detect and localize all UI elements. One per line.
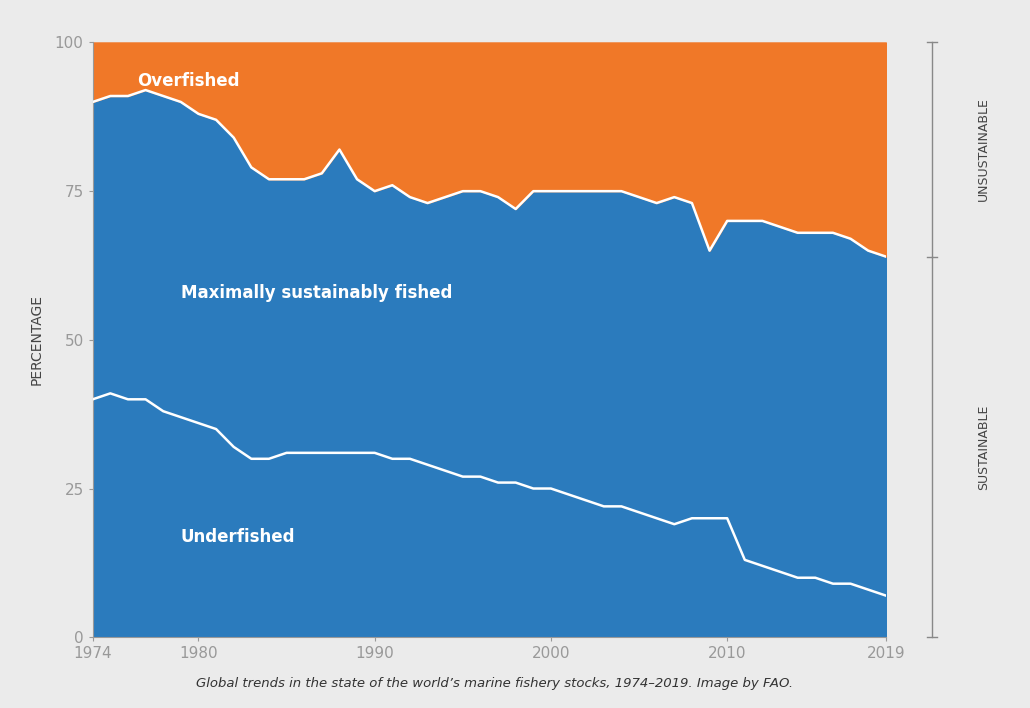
Text: UNSUSTAINABLE: UNSUSTAINABLE <box>977 98 990 202</box>
Text: SUSTAINABLE: SUSTAINABLE <box>977 404 990 489</box>
Text: Underfished: Underfished <box>181 528 296 546</box>
Text: Overfished: Overfished <box>137 72 239 90</box>
Y-axis label: PERCENTAGE: PERCENTAGE <box>30 295 43 385</box>
Text: Global trends in the state of the world’s marine fishery stocks, 1974–2019. Imag: Global trends in the state of the world’… <box>196 678 793 690</box>
Text: Maximally sustainably fished: Maximally sustainably fished <box>181 284 452 302</box>
